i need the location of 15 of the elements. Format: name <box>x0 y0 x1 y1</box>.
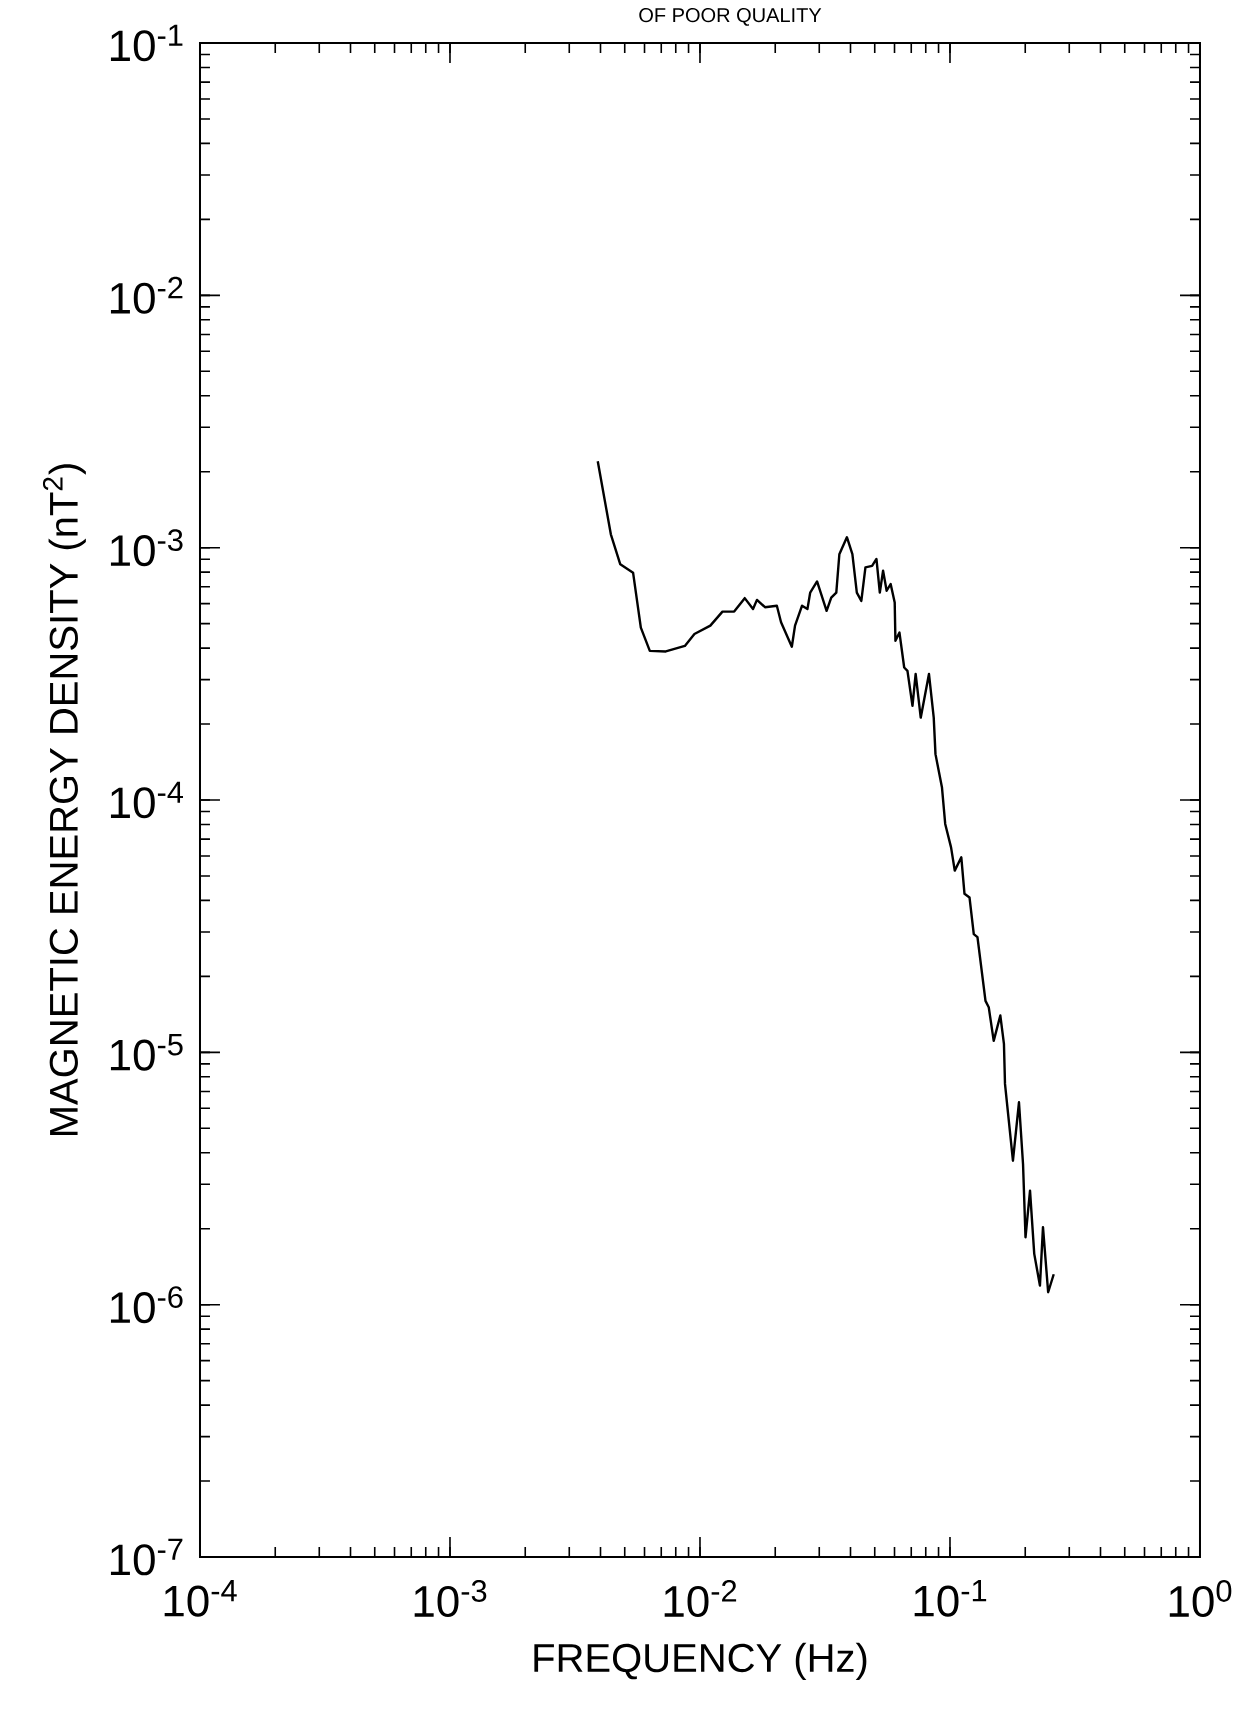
text: OF POOR QUALITY <box>639 8 822 26</box>
y-tick-label: 10$^{-2}$ <box>110 276 183 314</box>
x-axis-title: FREQUENCY (Hz) <box>534 1642 867 1681</box>
y-axis-title: MAGNETIC ENERGY DENSITY (nT$^{2}$) <box>42 464 86 1136</box>
x-tick-label: 10$^{-4}$ <box>164 1580 237 1617</box>
x-tick-label: 10$^{-2}$ <box>664 1580 737 1618</box>
y-tick-label: 10$^{-5}$ <box>110 1034 183 1071</box>
y-tick-label: 10$^{-1}$ <box>110 24 183 62</box>
x-tick-label: 10$^{-3}$ <box>414 1580 487 1618</box>
y-tick-label: 10$^{-4}$ <box>110 781 184 819</box>
x-tick-label: 10$^{0}$ <box>1169 1580 1232 1618</box>
x-tick-label: 10$^{-1}$ <box>914 1580 987 1617</box>
y-tick-label: 10$^{-3}$ <box>110 529 183 567</box>
y-tick-label: 10$^{-7}$ <box>110 1538 183 1576</box>
y-tick-label: 10$^{-6}$ <box>110 1286 183 1324</box>
